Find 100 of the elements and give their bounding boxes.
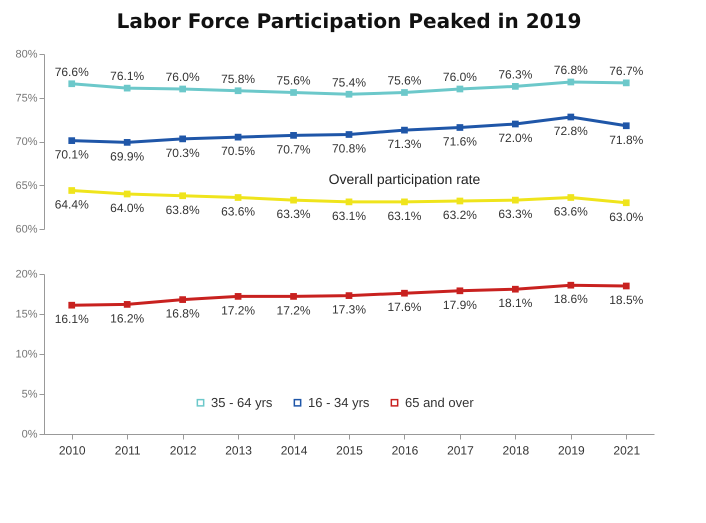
point xyxy=(179,136,186,142)
data-label: 76.0% xyxy=(166,70,200,84)
data-label: 17.2% xyxy=(221,303,256,318)
data-label: 71.3% xyxy=(387,137,422,152)
data-label: 63.8% xyxy=(166,202,200,217)
point xyxy=(124,139,131,146)
data-label: 64.0% xyxy=(110,201,145,215)
y-tick-label: 80% xyxy=(15,48,38,60)
data-label: 69.9% xyxy=(110,149,145,164)
point xyxy=(68,187,76,194)
point xyxy=(401,290,408,297)
data-label: 63.2% xyxy=(442,208,478,222)
data-label: 76.8% xyxy=(554,63,588,77)
data-label: 70.5% xyxy=(221,144,256,158)
point xyxy=(567,282,574,289)
x-tick-label: 2018 xyxy=(502,444,530,458)
data-label: 75.6% xyxy=(276,74,311,88)
data-label: 18.1% xyxy=(498,296,533,310)
point xyxy=(567,194,574,201)
data-label: 63.0% xyxy=(609,210,644,224)
point xyxy=(346,90,352,98)
point xyxy=(124,84,131,92)
point xyxy=(512,196,519,204)
data-label: 17.3% xyxy=(332,302,366,317)
data-label: 75.8% xyxy=(221,72,256,86)
x-tick-label: 2012 xyxy=(170,444,197,458)
point xyxy=(401,198,408,206)
point xyxy=(456,124,464,131)
y-tick-label: 15% xyxy=(15,308,38,320)
point xyxy=(567,114,574,120)
data-label: 18.6% xyxy=(554,292,588,306)
x-tick-label: 2010 xyxy=(58,444,86,458)
point xyxy=(124,190,131,198)
point xyxy=(456,198,464,204)
y-tick-label: 70% xyxy=(15,136,38,148)
data-label: 63.3% xyxy=(498,207,533,222)
point xyxy=(346,292,352,299)
point xyxy=(401,126,408,134)
data-label: 72.8% xyxy=(554,124,588,138)
point xyxy=(68,302,76,309)
point xyxy=(124,301,131,308)
point xyxy=(622,199,630,206)
point xyxy=(179,296,186,303)
point xyxy=(290,293,297,300)
data-label: 70.8% xyxy=(332,142,366,156)
data-label: 76.1% xyxy=(110,69,145,84)
data-label: 17.9% xyxy=(442,298,478,312)
point xyxy=(456,287,464,294)
point xyxy=(456,86,464,92)
point xyxy=(401,89,408,96)
data-label: 70.7% xyxy=(276,142,311,156)
point xyxy=(512,83,519,90)
point xyxy=(622,122,630,130)
data-label: 63.6% xyxy=(554,204,588,218)
data-label: 18.5% xyxy=(609,293,644,307)
point xyxy=(622,80,630,86)
point xyxy=(234,87,242,94)
data-label: 71.6% xyxy=(442,134,478,148)
data-label: 75.4% xyxy=(332,75,366,90)
point xyxy=(234,194,242,201)
data-label: 76.3% xyxy=(498,67,533,82)
y-tick-label: 0% xyxy=(22,428,38,440)
data-label: 76.6% xyxy=(54,64,90,79)
data-label: 75.6% xyxy=(387,74,422,88)
point xyxy=(234,134,242,140)
data-label: 17.2% xyxy=(276,303,311,318)
point xyxy=(68,137,76,144)
legend-label: 16 - 34 yrs xyxy=(308,394,370,410)
x-tick-label: 2017 xyxy=(447,444,474,458)
data-label: 16.8% xyxy=(166,306,200,321)
y-tick-label: 75% xyxy=(15,92,38,104)
data-label: 72.0% xyxy=(498,131,533,145)
point xyxy=(512,120,519,128)
data-label: 63.3% xyxy=(276,207,311,222)
data-label: 64.4% xyxy=(54,198,90,212)
annotation: Overall participation rate xyxy=(328,170,481,187)
y-tick-label: 60% xyxy=(15,224,38,236)
data-label: 63.6% xyxy=(221,204,256,218)
x-tick-label: 2014 xyxy=(280,444,308,458)
data-label: 76.7% xyxy=(609,64,644,78)
x-tick-label: 2021 xyxy=(613,444,640,458)
point xyxy=(290,196,297,204)
point xyxy=(346,198,352,206)
point xyxy=(68,80,76,88)
point xyxy=(234,293,242,300)
point xyxy=(622,282,630,290)
data-label: 16.2% xyxy=(110,311,145,326)
x-tick-label: 2019 xyxy=(558,444,585,458)
data-label: 70.3% xyxy=(166,146,200,160)
x-tick-label: 2015 xyxy=(336,444,364,458)
point xyxy=(179,192,186,200)
point xyxy=(290,132,297,139)
point xyxy=(290,89,297,96)
y-tick-label: 65% xyxy=(15,180,38,192)
x-tick-label: 2016 xyxy=(392,444,419,458)
data-label: 76.0% xyxy=(442,70,478,84)
y-tick-label: 10% xyxy=(15,348,38,360)
y-tick-label: 5% xyxy=(22,388,38,400)
data-label: 71.8% xyxy=(609,132,644,147)
x-tick-label: 2013 xyxy=(225,444,252,458)
